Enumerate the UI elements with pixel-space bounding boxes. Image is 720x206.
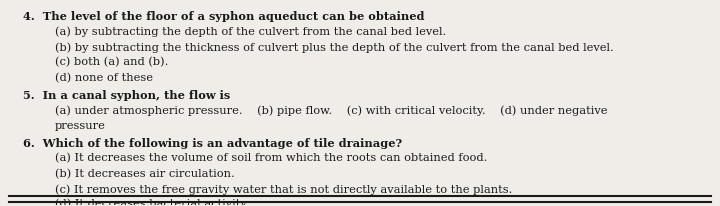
Text: (c) both (a) and (b).: (c) both (a) and (b). xyxy=(55,57,168,68)
Text: (a) by subtracting the depth of the culvert from the canal bed level.: (a) by subtracting the depth of the culv… xyxy=(55,27,446,37)
Text: (a) under atmospheric pressure.    (b) pipe flow.    (c) with critical velocity.: (a) under atmospheric pressure. (b) pipe… xyxy=(55,105,608,116)
Text: (b) by subtracting the thickness of culvert plus the depth of the culvert from t: (b) by subtracting the thickness of culv… xyxy=(55,42,614,53)
Text: (c) It removes the free gravity water that is not directly available to the plan: (c) It removes the free gravity water th… xyxy=(55,184,513,195)
Text: (a) It decreases the volume of soil from which the roots can obtained food.: (a) It decreases the volume of soil from… xyxy=(55,153,487,164)
Text: (d) It decreases bacterial activity: (d) It decreases bacterial activity xyxy=(55,199,247,206)
Text: (b) It decreases air circulation.: (b) It decreases air circulation. xyxy=(55,169,235,179)
Text: pressure: pressure xyxy=(55,121,106,131)
Text: 4.  The level of the floor of a syphon aqueduct can be obtained: 4. The level of the floor of a syphon aq… xyxy=(23,11,424,22)
Text: 5.  In a canal syphon, the flow is: 5. In a canal syphon, the flow is xyxy=(23,90,230,101)
Text: 6.  Which of the following is an advantage of tile drainage?: 6. Which of the following is an advantag… xyxy=(23,138,402,149)
Text: (d) none of these: (d) none of these xyxy=(55,73,153,83)
